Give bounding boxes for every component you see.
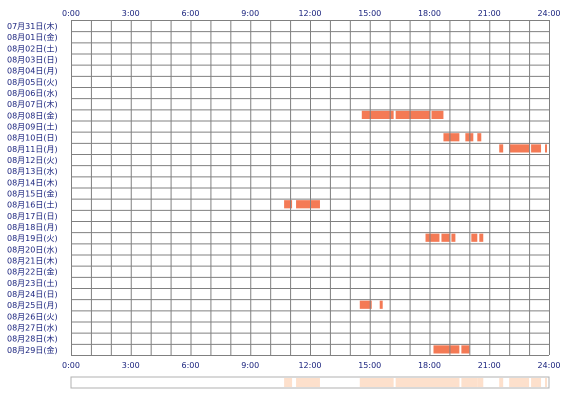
- activity-segment: [471, 233, 478, 242]
- summary-segment: [471, 378, 478, 387]
- activity-segment: [361, 110, 394, 119]
- x-tick-label: 18:00: [418, 361, 441, 370]
- row-date-label: 08月08日(金): [7, 110, 58, 120]
- activity-segment: [461, 345, 470, 354]
- activity-segment: [443, 133, 460, 142]
- activity-segment: [425, 233, 440, 242]
- row-date-label: 08月05日(火): [7, 78, 58, 87]
- row-date-label: 08月24日(日): [7, 290, 58, 299]
- summary-segment: [395, 378, 430, 387]
- x-tick-label: 0:00: [62, 361, 80, 370]
- row-date-label: 08月25日(月): [7, 301, 58, 310]
- activity-segment: [441, 233, 450, 242]
- activity-segment: [509, 144, 530, 153]
- x-tick-label: 9:00: [241, 361, 259, 370]
- row-date-label: 08月23日(土): [7, 278, 58, 288]
- activity-segment: [359, 300, 372, 309]
- x-tick-label: 3:00: [122, 9, 140, 18]
- summary-segment: [479, 378, 484, 387]
- x-tick-label: 0:00: [62, 9, 80, 18]
- row-date-label: 08月22日(金): [7, 267, 58, 277]
- row-date-label: 08月16日(土): [7, 200, 58, 210]
- grid-lines: [71, 20, 550, 356]
- row-date-label: 08月15日(金): [7, 188, 58, 198]
- row-date-label: 07月31日(木): [7, 21, 58, 31]
- x-tick-label: 6:00: [182, 9, 200, 18]
- row-date-label: 08月13日(水): [7, 166, 58, 176]
- summary-segment: [379, 378, 383, 387]
- row-date-label: 08月11日(月): [7, 145, 58, 154]
- x-tick-label: 15:00: [358, 361, 381, 370]
- row-date-label: 08月14日(木): [7, 177, 58, 187]
- row-date-label: 08月18日(月): [7, 223, 58, 232]
- activity-segment: [296, 200, 320, 209]
- activity-segment: [431, 110, 444, 119]
- x-tick-label: 24:00: [537, 361, 560, 370]
- row-date-label: 08月28日(木): [7, 334, 58, 344]
- row-date-label: 08月03日(日): [7, 55, 58, 64]
- activity-segment: [395, 110, 430, 119]
- row-date-label: 08月12日(火): [7, 156, 58, 165]
- row-date-label: 08月04日(月): [7, 67, 58, 76]
- row-date-label: 08月26日(火): [7, 312, 58, 321]
- summary-segment: [361, 378, 394, 387]
- x-axis-top-ticks: 0:00 3:00 6:00 9:00 12:00 15:00 18:00 21:00 24:0…: [62, 9, 561, 18]
- x-tick-label: 21:00: [478, 361, 501, 370]
- x-tick-label: 6:00: [182, 361, 200, 370]
- summary-segment: [477, 378, 482, 387]
- summary-segment: [296, 378, 320, 387]
- row-date-label: 08月19日(火): [7, 234, 58, 243]
- row-date-label: 08月27日(水): [7, 322, 58, 332]
- row-date-label: 08月10日(日): [7, 134, 58, 143]
- x-tick-label: 21:00: [478, 9, 501, 18]
- activity-segment: [545, 144, 548, 153]
- activity-segment: [284, 200, 293, 209]
- summary-segment: [284, 378, 293, 387]
- row-date-label: 08月06日(水): [7, 88, 58, 98]
- summary-segment: [499, 378, 504, 387]
- row-date-label: 08月29日(金): [7, 345, 58, 355]
- activity-segment: [379, 300, 383, 309]
- activity-segment: [451, 233, 456, 242]
- summary-segment: [425, 378, 440, 387]
- x-axis-bottom-ticks: 0:00 3:00 6:00 9:00 12:00 15:00 18:00 21:00 24:0…: [62, 361, 561, 370]
- summary-segment: [545, 378, 548, 387]
- x-tick-label: 24:00: [537, 9, 560, 18]
- summary-segment: [509, 378, 530, 387]
- row-date-label: 08月07日(木): [7, 99, 58, 109]
- x-tick-label: 15:00: [358, 9, 381, 18]
- activity-segment: [433, 345, 460, 354]
- summary-segment: [359, 378, 372, 387]
- summary-segment: [461, 378, 470, 387]
- x-tick-label: 9:00: [241, 9, 259, 18]
- row-date-label: 08月21日(木): [7, 255, 58, 265]
- summary-segment: [531, 378, 542, 387]
- activity-segment: [479, 233, 484, 242]
- activity-segment: [531, 144, 542, 153]
- summary-strip: [284, 378, 548, 387]
- row-date-label: 08月17日(日): [7, 212, 58, 221]
- row-date-label: 08月01日(金): [7, 32, 58, 42]
- summary-segment: [433, 378, 460, 387]
- row-labels: 07月31日(木)08月01日(金)08月02日(土) 08月03日(日) 08月0…: [7, 21, 58, 355]
- x-tick-label: 12:00: [298, 361, 321, 370]
- activity-segment: [499, 144, 504, 153]
- row-date-label: 08月20日(水): [7, 244, 58, 254]
- x-tick-label: 12:00: [298, 9, 321, 18]
- activity-segment: [477, 133, 482, 142]
- row-date-label: 08月02日(土): [7, 43, 58, 53]
- x-tick-label: 3:00: [122, 361, 140, 370]
- x-tick-label: 18:00: [418, 9, 441, 18]
- row-date-label: 08月09日(土): [7, 121, 58, 131]
